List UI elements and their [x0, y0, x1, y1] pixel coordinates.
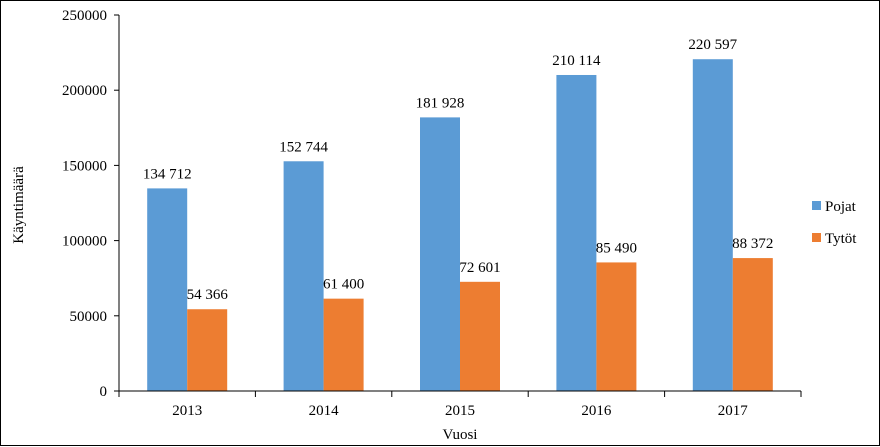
- data-label: 210 114: [552, 53, 601, 69]
- legend-label: Tytöt: [825, 231, 857, 247]
- data-label: 88 372: [732, 236, 773, 252]
- y-tick-label: 200000: [62, 83, 107, 99]
- data-label: 181 928: [416, 95, 465, 111]
- bar-pojat: [556, 74, 597, 392]
- data-label: 220 597: [688, 37, 737, 53]
- x-tick-label: 2016: [581, 403, 612, 419]
- axes-group: [118, 15, 801, 392]
- legend-swatch: [812, 201, 821, 210]
- data-labels-group: 134 712 152 744 181 928 210 114 220 597 54 36…: [143, 37, 774, 303]
- bar-tytot: [732, 258, 773, 391]
- bar-pojat: [692, 59, 733, 392]
- x-tick-label: 2017: [718, 403, 749, 419]
- bar-tytot: [596, 262, 637, 391]
- bars-group: [147, 59, 773, 392]
- bar-tytot: [323, 298, 364, 391]
- data-label: 54 366: [187, 287, 229, 303]
- bar-pojat: [147, 188, 188, 391]
- x-axis-title: Vuosi: [443, 427, 478, 443]
- x-ticks-group: 2013 2014 2015 2016 2017: [118, 391, 802, 419]
- y-axis-title: Käyntimäärä: [11, 166, 27, 244]
- y-tick-label: 150000: [62, 158, 107, 174]
- y-tick-label: 50000: [70, 309, 108, 325]
- data-label: 72 601: [459, 260, 500, 276]
- y-ticks-group: 0 50000 100000 150000 200000 250000: [62, 8, 119, 400]
- y-tick-label: 250000: [62, 8, 107, 24]
- x-tick-label: 2015: [445, 403, 475, 419]
- data-label: 152 744: [279, 139, 328, 155]
- legend-swatch: [812, 233, 821, 242]
- bar-pojat: [420, 117, 460, 392]
- legend: Pojat Tytöt: [812, 199, 857, 247]
- legend-label: Pojat: [825, 199, 857, 215]
- x-tick-label: 2014: [309, 403, 340, 419]
- bar-tytot: [460, 281, 500, 391]
- x-tick-label: 2013: [172, 403, 202, 419]
- data-label: 134 712: [143, 166, 192, 182]
- y-tick-label: 100000: [62, 234, 107, 250]
- data-label: 61 400: [323, 277, 364, 293]
- bar-pojat: [283, 161, 324, 391]
- y-tick-label: 0: [100, 384, 108, 400]
- data-label: 85 490: [596, 240, 637, 256]
- bar-tytot: [187, 309, 228, 391]
